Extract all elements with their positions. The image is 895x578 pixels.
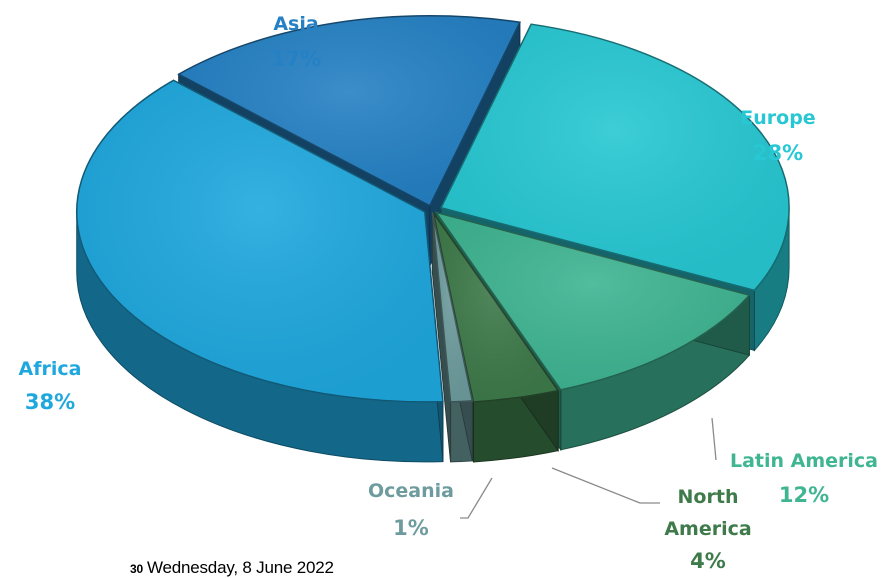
footer-date: Wednesday, 8 June 2022 <box>146 558 334 577</box>
slice-labels: Europe 28% Latin America 12% North America 4% O… <box>19 13 878 573</box>
slice-label-north-america: America <box>664 518 751 540</box>
pie-slice-sheen <box>433 213 559 402</box>
slice-value-north-america: 4% <box>690 549 726 573</box>
leader-north-america <box>551 467 660 504</box>
pie-slice-sheen <box>76 80 443 402</box>
pie-slice-sheen <box>178 15 520 206</box>
leader-lines <box>460 417 717 519</box>
slice-label-asia: Asia <box>273 13 318 35</box>
slice-label-oceania: Oceania <box>368 480 454 502</box>
slide-footer: 30 Wednesday, 8 June 2022 <box>130 558 334 578</box>
slice-value-asia: 17% <box>271 47 321 71</box>
pie-slice-sheen <box>436 212 750 390</box>
pie-slice-sheen <box>441 24 790 291</box>
slice-label-europe: Europe <box>740 107 815 129</box>
leader-oceania <box>460 477 493 519</box>
leader-latin-america <box>711 417 717 461</box>
slice-value-africa: 38% <box>25 390 75 414</box>
slice-label-africa: Africa <box>19 358 82 380</box>
pie-tops <box>76 15 790 403</box>
slice-label-north-america: North <box>678 486 739 508</box>
slice-value-europe: 28% <box>753 141 803 165</box>
slice-value-oceania: 1% <box>393 516 429 540</box>
slide-number: 30 <box>130 562 143 576</box>
slice-value-latin-america: 12% <box>779 483 829 507</box>
slice-label-latin-america: Latin America <box>730 450 878 472</box>
pie-slice-sheen <box>432 212 473 402</box>
